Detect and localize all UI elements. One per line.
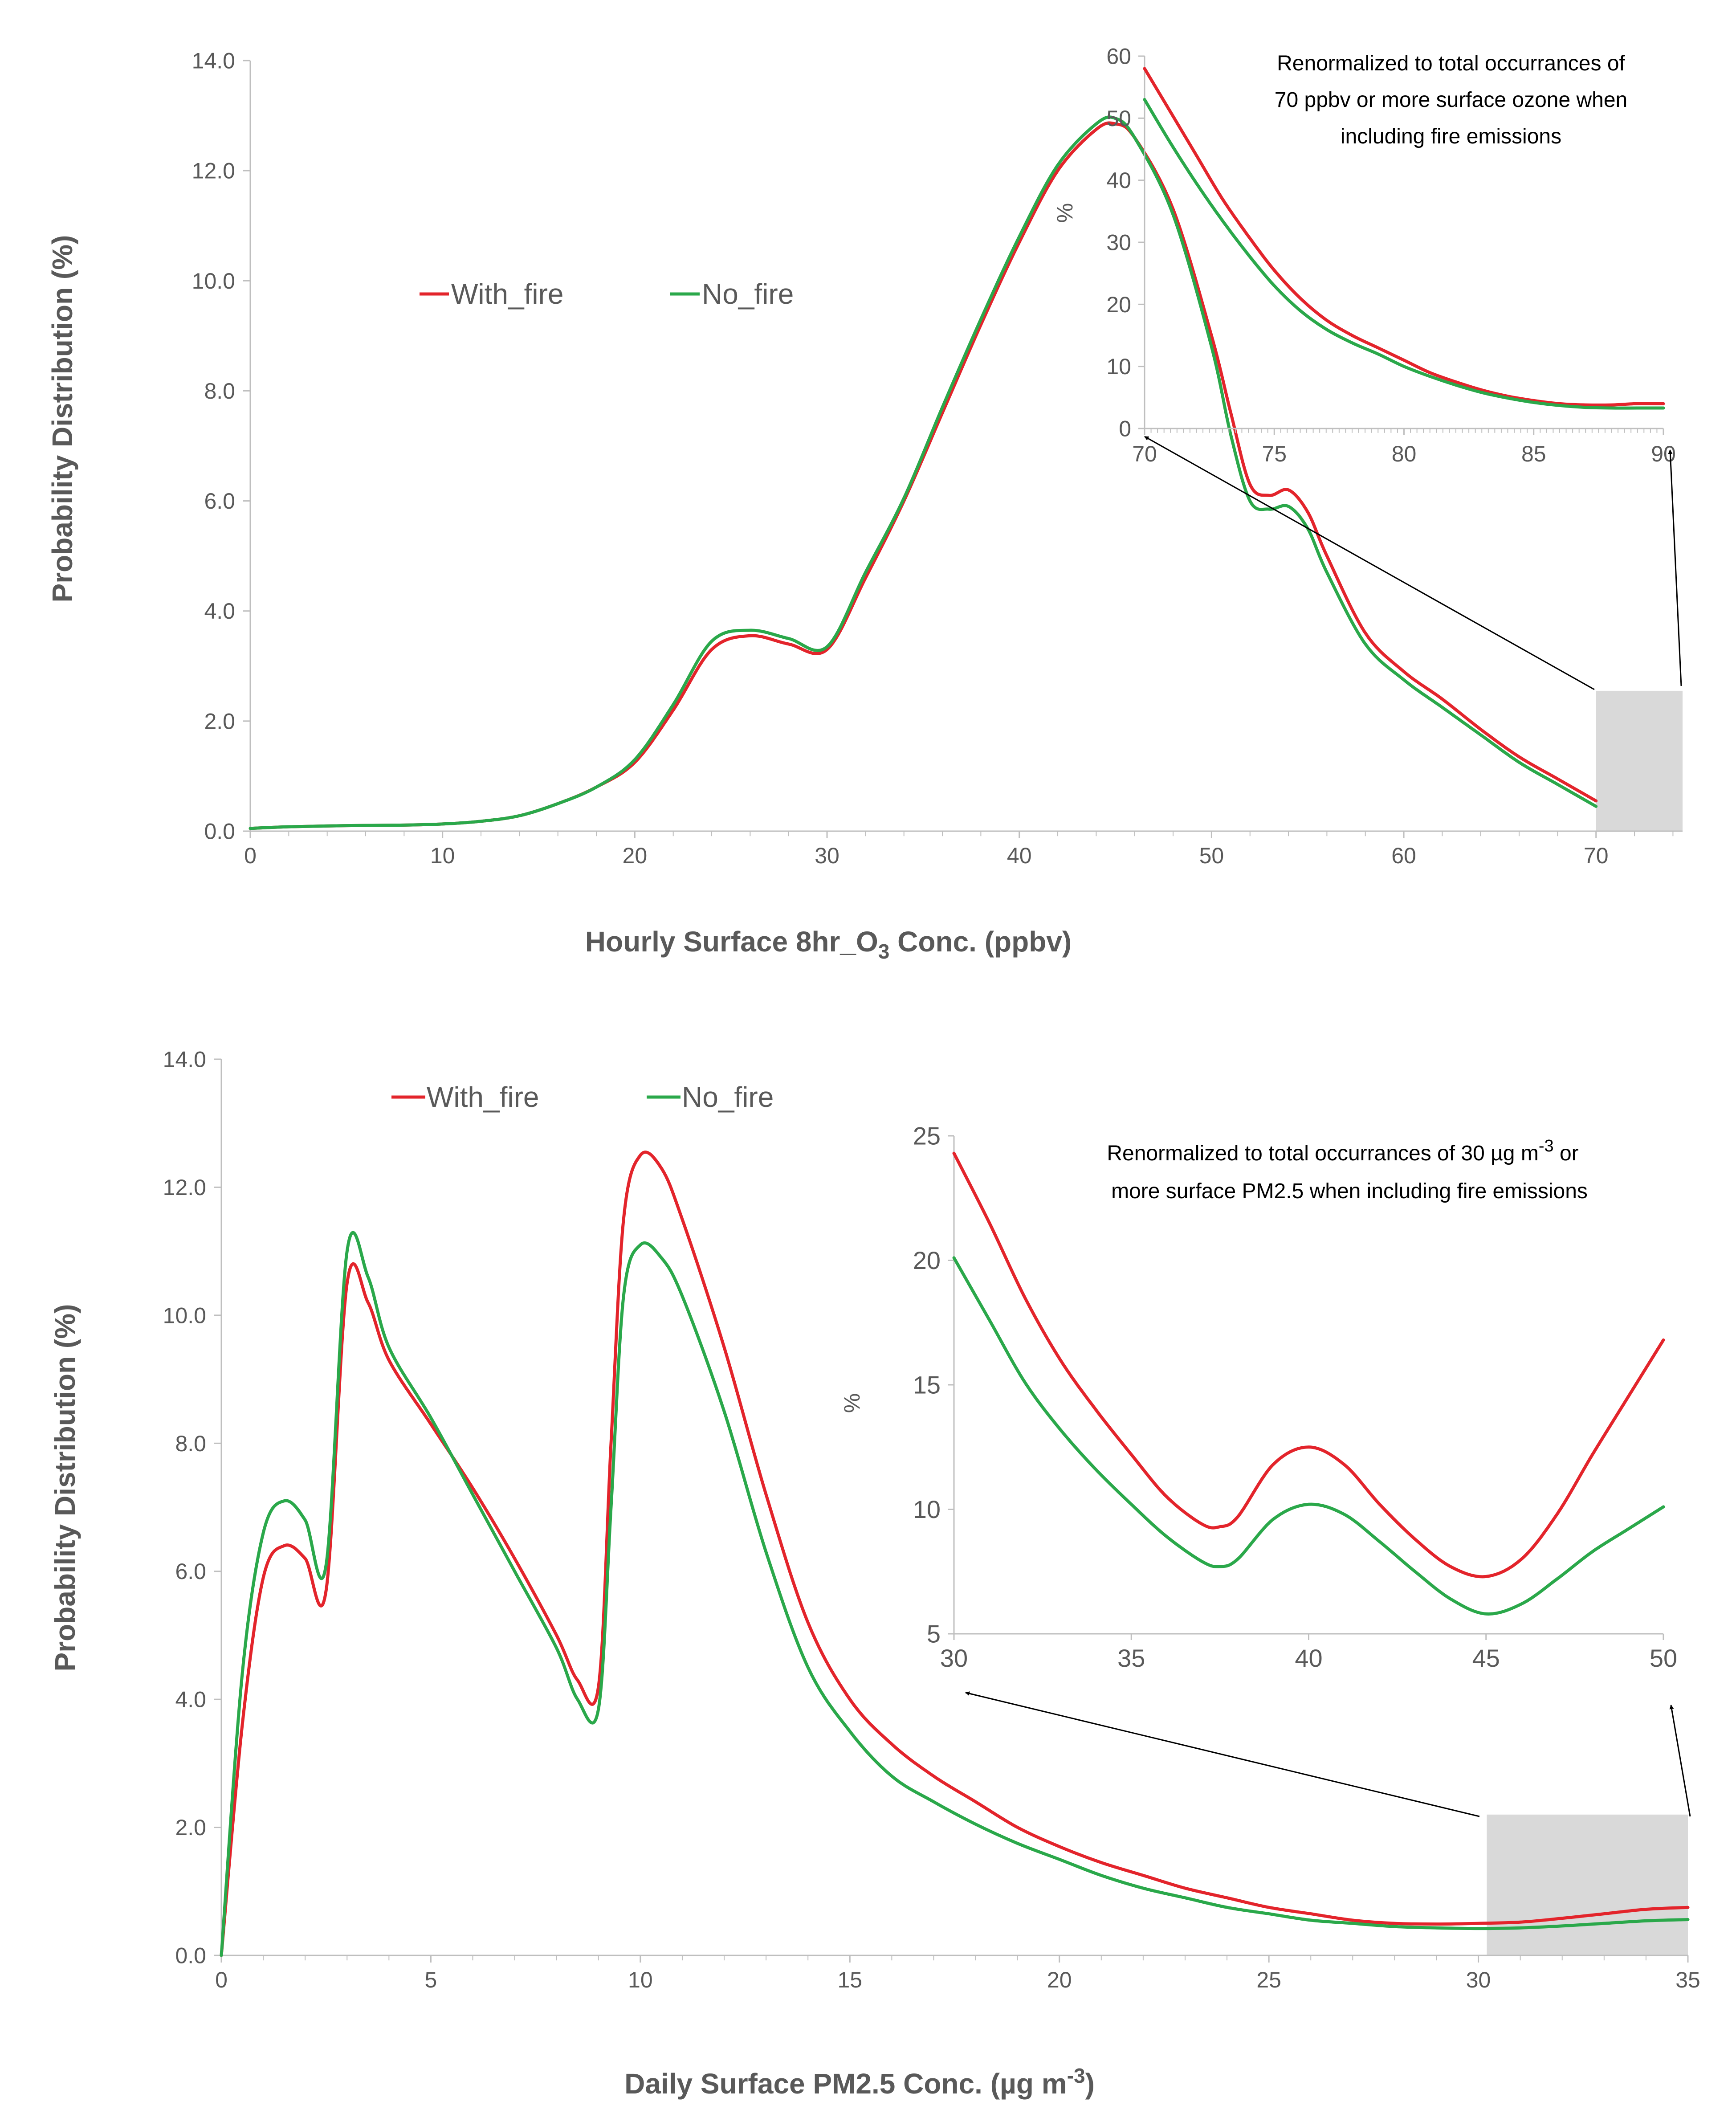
ozone-inset-series-with-fire: [1143, 67, 1665, 407]
pm25-main-x-tick-label: 30: [1466, 1967, 1491, 1992]
ozone-main-y-tick-label: 10.0: [192, 269, 235, 294]
ozone-x-axis-title: Hourly Surface 8hr_O3 Conc. (ppbv): [585, 926, 1072, 963]
ozone-main-y-tick-label: 6.0: [204, 489, 235, 514]
ozone-zoom-arrow-right: [1668, 449, 1682, 686]
pm25-main-x-tick-label: 35: [1675, 1967, 1700, 1992]
pm25-main-y-tick-label: 12.0: [163, 1175, 206, 1200]
pm25-inset-note: Renormalized to total occurrances of 30 …: [1107, 1137, 1588, 1203]
pm25-inset-note-line-1: Renormalized to total occurrances of 30 …: [1107, 1137, 1578, 1165]
ozone-main-chart: 0.0 2.0 4.0 6.0 8.0 10.0 12.0 14.0 0 10 20 30 40 50 60…: [192, 49, 1683, 868]
pm25-inset-y-tick-label: 10: [913, 1495, 941, 1523]
ozone-main-x-tick-label: 50: [1199, 843, 1224, 868]
pm25-main-x-tick-label: 5: [425, 1967, 437, 1992]
pm25-x-axis-title: Daily Surface PM2.5 Conc. (µg m-3): [624, 2064, 1095, 2100]
pm25-legend: With_fire No_fire: [391, 1081, 774, 1113]
pm25-y-axis-title: Probability Distribution (%): [49, 1304, 81, 1672]
pm25-main-x-tick-label: 25: [1256, 1967, 1281, 1992]
ozone-inset-chart: 0 10 20 30 40 50 60 70 75 80 85 90: [1106, 44, 1675, 467]
ozone-main-x-tick-label: 20: [623, 843, 648, 868]
ozone-main-x-tick-label: 70: [1584, 843, 1609, 868]
pm25-zoom-arrow-right: [1669, 1705, 1691, 1817]
pm25-main-zoom-region: [1487, 1814, 1688, 1955]
ozone-inset-y-tick-label: 20: [1106, 292, 1131, 317]
pm25-main-y-tick-label: 4.0: [175, 1687, 206, 1712]
ozone-main-y-tick-label: 2.0: [204, 709, 235, 734]
pm25-main-y-tick-label: 2.0: [175, 1815, 206, 1840]
ozone-legend-label-no-fire: No_fire: [702, 278, 794, 310]
ozone-legend: With_fire No_fire: [420, 278, 794, 310]
ozone-inset-x-tick-label: 75: [1262, 441, 1287, 466]
ozone-main-y-tick-label: 0.0: [204, 819, 235, 844]
pm25-inset-x-tick-label: 35: [1117, 1644, 1145, 1672]
pm25-zoom-arrow-left: [965, 1691, 1480, 1817]
ozone-main-y-tick-label: 8.0: [204, 379, 235, 404]
ozone-main-y-tick-label: 12.0: [192, 159, 235, 184]
ozone-inset-y-tick-label: 10: [1106, 354, 1131, 379]
ozone-main-x-tick-label: 40: [1007, 843, 1032, 868]
ozone-y-axis-title: Probability Distribution (%): [46, 235, 78, 603]
pm25-main-x-tick-label: 0: [215, 1967, 228, 1992]
pm25-inset-y-tick-label: 5: [927, 1620, 941, 1648]
pm25-main-series-no-fire: [220, 1231, 1690, 1957]
ozone-inset-note: Renormalized to total occurrances of 70 …: [1275, 52, 1627, 148]
ozone-main-x-tick-label: 0: [244, 843, 257, 868]
pm25-main-y-tick-label: 6.0: [175, 1559, 206, 1584]
ozone-main-series-with-fire: [249, 121, 1598, 830]
ozone-inset-y-tick-label: 40: [1106, 168, 1131, 193]
pm25-main-y-tick-label: 14.0: [163, 1047, 206, 1072]
pm25-inset-y-tick-label: 25: [913, 1122, 941, 1150]
ozone-main-x-tick-label: 30: [815, 843, 839, 868]
pm25-inset-x-tick-label: 40: [1295, 1644, 1322, 1672]
ozone-inset-y-axis-title: %: [1052, 203, 1077, 223]
pm25-main-chart: 0.0 2.0 4.0 6.0 8.0 10.0 12.0 14.0 0 5 10 15 20 25 30 3…: [163, 1047, 1700, 1993]
pm25-inset-x-tick-label: 50: [1650, 1644, 1677, 1672]
ozone-inset-note-line-2: 70 ppbv or more surface ozone when: [1275, 88, 1627, 112]
ozone-inset-x-tick-label: 85: [1521, 441, 1546, 466]
pm25-main-y-tick-label: 0.0: [175, 1943, 206, 1968]
ozone-inset-x-tick-label: 90: [1651, 441, 1676, 466]
ozone-inset-x-tick-label: 80: [1392, 441, 1417, 466]
pm25-main-x-tick-label: 20: [1047, 1967, 1072, 1992]
pm25-inset-x-tick-label: 30: [940, 1644, 968, 1672]
ozone-inset-note-line-3: including fire emissions: [1341, 125, 1561, 148]
ozone-main-zoom-region: [1596, 690, 1683, 831]
pm25-legend-label-with-fire: With_fire: [427, 1081, 539, 1113]
ozone-main-y-tick-label: 14.0: [192, 49, 235, 73]
pm25-main-y-tick-label: 8.0: [175, 1431, 206, 1456]
ozone-main-y-tick-label: 4.0: [204, 599, 235, 624]
pm25-inset-y-tick-label: 15: [913, 1371, 941, 1399]
ozone-inset-note-line-1: Renormalized to total occurrances of: [1277, 52, 1625, 75]
pm25-inset-chart: 5 10 15 20 25 30 35 40 45 50: [913, 1122, 1677, 1672]
ozone-inset-y-tick-label: 50: [1106, 106, 1131, 131]
ozone-inset-x-tick-label: 70: [1132, 441, 1157, 466]
ozone-main-x-tick-label: 10: [430, 843, 455, 868]
ozone-inset-y-tick-label: 30: [1106, 230, 1131, 255]
pm25-inset-y-tick-label: 20: [913, 1246, 941, 1274]
ozone-inset-y-tick-label: 0: [1119, 416, 1131, 441]
pm25-inset-series-with-fire: [952, 1151, 1665, 1579]
pm25-inset-x-tick-label: 45: [1472, 1644, 1500, 1672]
pm25-inset-y-axis-title: %: [839, 1393, 864, 1413]
pm25-main-x-tick-label: 10: [628, 1967, 653, 1992]
pm25-inset-series-no-fire: [952, 1256, 1665, 1616]
ozone-legend-label-with-fire: With_fire: [451, 278, 564, 310]
ozone-main-x-tick-label: 60: [1391, 843, 1416, 868]
pm25-inset-note-line-2: more surface PM2.5 when including fire e…: [1111, 1179, 1588, 1203]
ozone-main-series-no-fire: [249, 115, 1598, 830]
pm25-main-y-tick-label: 10.0: [163, 1303, 206, 1328]
pm25-legend-label-no-fire: No_fire: [682, 1081, 774, 1113]
ozone-inset-series-no-fire: [1143, 98, 1665, 410]
ozone-zoom-arrow-left: [1144, 436, 1595, 690]
pm25-main-x-tick-label: 15: [837, 1967, 862, 1992]
ozone-inset-y-tick-label: 60: [1106, 44, 1131, 69]
pm25-main-series-with-fire: [220, 1151, 1690, 1957]
